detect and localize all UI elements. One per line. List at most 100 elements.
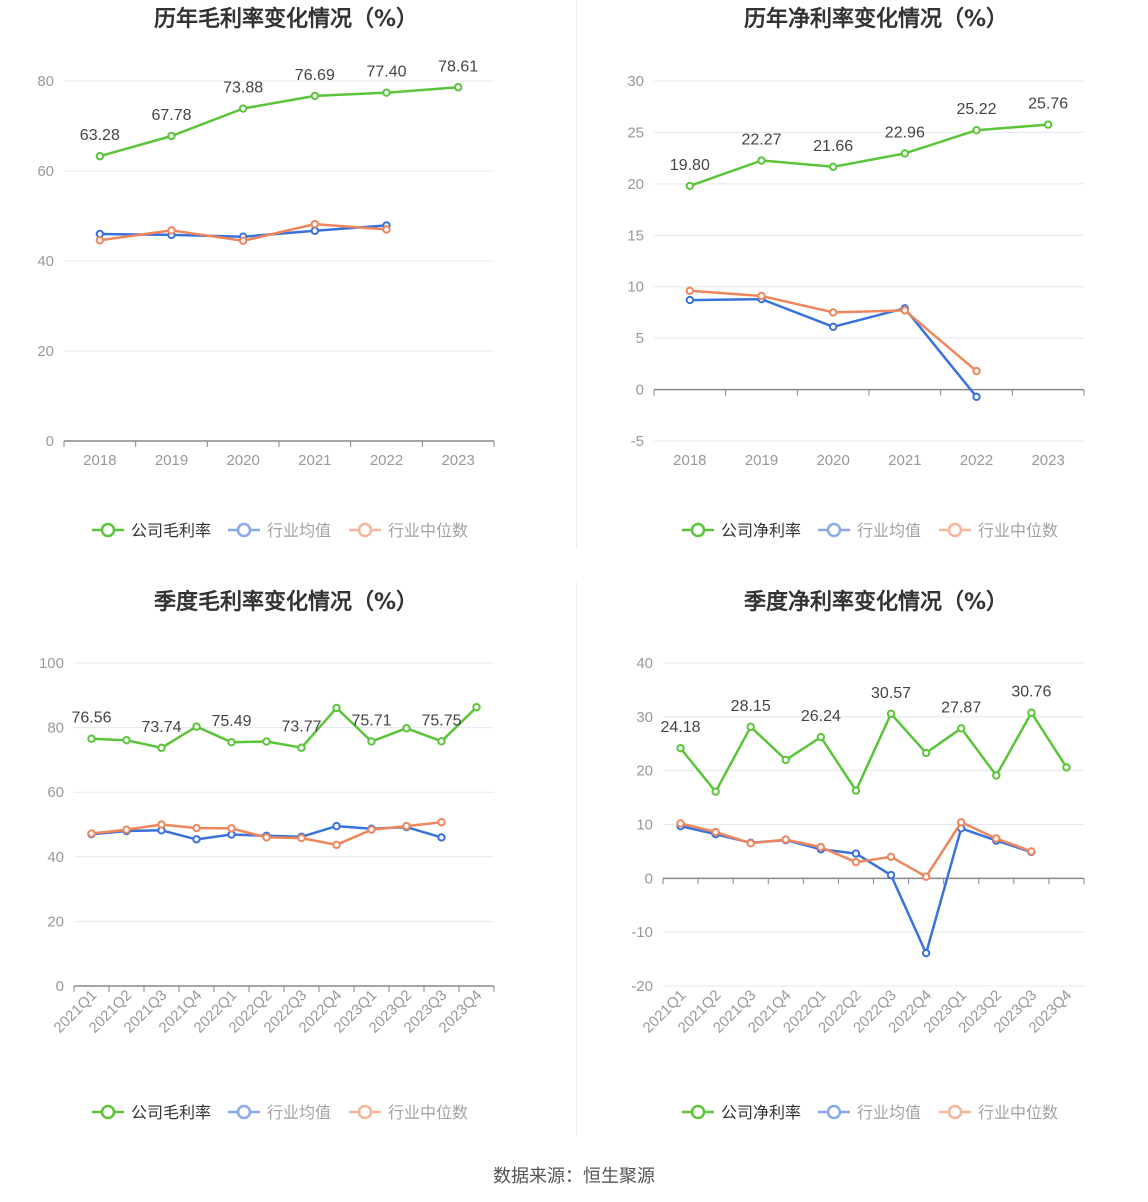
y-tick-label: 60 <box>37 163 54 180</box>
x-tick-label: 2021 <box>888 452 921 469</box>
data-point <box>332 821 341 831</box>
data-point <box>437 833 446 842</box>
data-point <box>1043 120 1053 129</box>
x-tick-label: 2019 <box>155 452 188 469</box>
y-tick-label: 40 <box>636 655 653 672</box>
data-point <box>453 83 463 92</box>
data-point <box>382 88 391 97</box>
legend-item[interactable]: 行业中位数 <box>939 521 1058 540</box>
data-point <box>262 833 271 842</box>
data-label: 76.56 <box>71 710 111 727</box>
legend-item[interactable]: 公司毛利率 <box>92 521 211 540</box>
y-tick-label: 80 <box>47 720 64 737</box>
legend-item[interactable]: 行业均值 <box>228 1103 331 1122</box>
legend-label: 行业均值 <box>857 521 921 540</box>
data-point <box>757 291 766 301</box>
data-point <box>367 825 376 834</box>
data-label: 75.75 <box>421 712 461 729</box>
series-line-1 <box>679 711 1068 793</box>
legend-item[interactable]: 公司净利率 <box>682 1103 801 1122</box>
chart-title: 历年毛利率变化情况（%） <box>154 6 418 32</box>
data-label: 21.66 <box>813 138 853 155</box>
data-point <box>900 306 910 315</box>
x-tick-label: 2023 <box>441 452 474 469</box>
legend-item[interactable]: 行业均值 <box>818 521 921 540</box>
legend-swatch-marker <box>236 522 252 538</box>
y-tick-label: 10 <box>636 817 653 834</box>
legend-swatch-marker <box>826 522 842 538</box>
data-point <box>746 722 755 731</box>
legend-swatch-marker <box>947 522 963 538</box>
data-point <box>437 737 446 746</box>
y-tick-label: 30 <box>636 709 653 726</box>
data-point <box>972 366 981 376</box>
y-tick-label: 20 <box>627 176 644 193</box>
legend-label: 行业均值 <box>857 1103 921 1122</box>
legend-item[interactable]: 公司毛利率 <box>92 1103 211 1122</box>
data-point <box>851 849 861 858</box>
data-point <box>972 392 981 401</box>
data-point <box>685 286 695 296</box>
data-point <box>886 870 896 880</box>
data-point <box>711 787 720 796</box>
data-label: 25.22 <box>956 101 996 118</box>
data-label: 22.96 <box>885 124 925 141</box>
data-point <box>900 149 910 158</box>
legend-item[interactable]: 行业均值 <box>818 1103 921 1122</box>
data-label: 76.69 <box>295 67 335 84</box>
data-point <box>992 834 1001 843</box>
data-point <box>437 818 446 827</box>
data-point <box>122 735 131 745</box>
data-point <box>122 825 131 834</box>
data-point <box>297 833 306 843</box>
x-tick-label: 2022 <box>960 452 993 469</box>
legend-item[interactable]: 行业均值 <box>228 521 331 540</box>
y-tick-label: 10 <box>627 279 644 296</box>
data-point <box>781 755 790 765</box>
data-label: 30.57 <box>871 685 911 702</box>
data-label: 73.88 <box>223 80 263 97</box>
data-source-note: 数据来源：恒生聚源 <box>493 1166 655 1187</box>
legend-label: 行业中位数 <box>978 1103 1058 1122</box>
y-tick-label: 30 <box>627 73 644 90</box>
data-point <box>685 295 695 305</box>
y-tick-label: 20 <box>636 763 653 780</box>
data-point <box>851 857 861 867</box>
chart-title: 季度净利率变化情况（%） <box>744 589 1008 615</box>
legend-swatch-marker <box>100 522 116 538</box>
legend-label: 行业均值 <box>267 1103 331 1122</box>
data-point <box>1027 708 1036 717</box>
series-line-2 <box>680 824 1032 955</box>
x-tick-label: 2018 <box>673 452 706 469</box>
legend-item[interactable]: 行业中位数 <box>349 1103 468 1122</box>
legend-label: 行业均值 <box>267 521 331 540</box>
legend-label: 公司净利率 <box>721 1103 801 1122</box>
data-point <box>921 948 931 958</box>
data-point <box>367 737 376 746</box>
data-point <box>711 827 720 837</box>
legend-label: 行业中位数 <box>388 521 468 540</box>
chart-panel-1: 历年毛利率变化情况（%） 0 20 40 60 80 2018 2019 2020 2021 202… <box>37 6 495 540</box>
data-point <box>828 162 838 171</box>
y-tick-label: 100 <box>39 655 64 672</box>
x-tick-label: 2019 <box>745 452 778 469</box>
legend-item[interactable]: 行业中位数 <box>349 521 468 540</box>
y-tick-label: 80 <box>37 73 54 90</box>
legend-swatch-marker <box>690 1104 706 1120</box>
data-point <box>297 743 306 752</box>
data-label: 75.49 <box>211 713 251 730</box>
data-point <box>746 839 755 848</box>
legend-label: 公司净利率 <box>721 521 801 540</box>
legend-item[interactable]: 公司净利率 <box>682 521 801 540</box>
legend-swatch-marker <box>826 1104 842 1120</box>
series-line-1 <box>99 86 459 158</box>
y-tick-label: 40 <box>37 253 54 270</box>
legend-item[interactable]: 行业中位数 <box>939 1103 1058 1122</box>
chart-panel-4: 季度净利率变化情况（%）-20-100102030402021Q12021Q22… <box>631 589 1085 1122</box>
legend-label: 行业中位数 <box>388 1103 468 1122</box>
data-label: 24.18 <box>661 719 701 736</box>
y-tick-label: 0 <box>56 978 64 995</box>
data-point <box>781 835 790 844</box>
data-label: 30.76 <box>1011 684 1051 701</box>
